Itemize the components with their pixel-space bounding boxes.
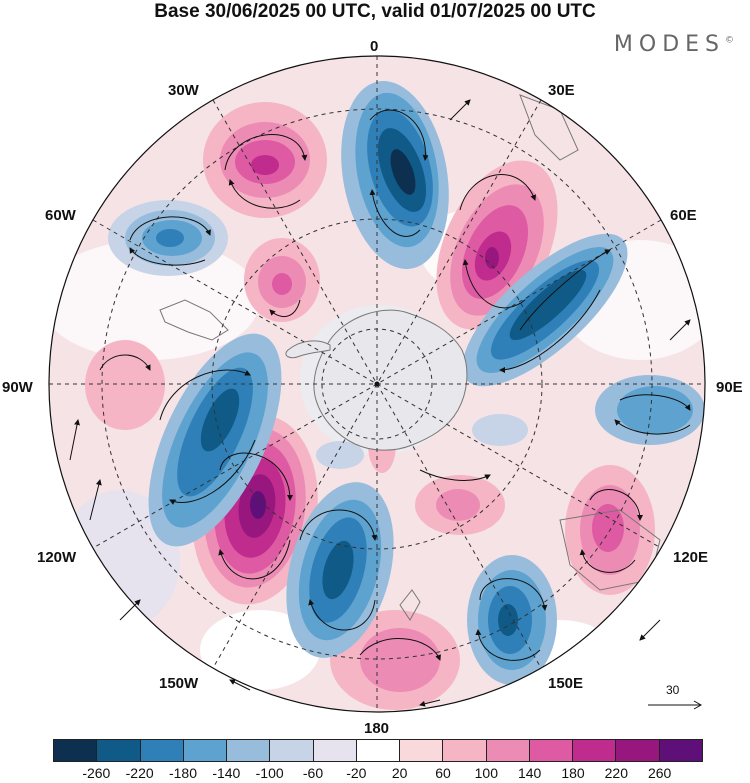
south-america-outline: [159, 299, 229, 341]
lon-label-180: 180: [364, 720, 389, 737]
colorbar-segment: [140, 740, 184, 761]
lon-label-150w: 150W: [159, 675, 199, 692]
brand-mark: ©: [725, 35, 734, 46]
lon-label-150e: 150E: [548, 675, 583, 692]
negative-anomaly-90e: [595, 375, 705, 445]
colorbar: [53, 739, 703, 762]
colorbar-tick-label: 180: [561, 765, 585, 781]
colorbar-segment: [400, 740, 444, 761]
reference-vector-label: 30: [666, 683, 680, 697]
antarctic-peninsula: [285, 340, 331, 359]
reference-arrow-icon: [648, 700, 703, 710]
lon-label-30e: 30E: [548, 82, 575, 99]
positive-anomaly-30w: [203, 102, 327, 218]
negative-anomaly-100w: [148, 333, 282, 547]
colorbar-segment: [270, 740, 314, 761]
colorbar-segment: [616, 740, 660, 761]
colorbar-tick-label: -220: [125, 765, 154, 781]
colorbar-tick-label: -140: [212, 765, 241, 781]
colorbar-tick-label: 220: [604, 765, 629, 781]
lon-label-30w: 30W: [168, 82, 200, 99]
colorbar-segment: [54, 740, 98, 761]
brand-name: MODES: [613, 32, 725, 57]
reference-vector: 30: [648, 683, 704, 711]
positive-anomaly-90w: [85, 340, 165, 430]
colorbar-tick-label: -260: [82, 765, 111, 781]
colorbar-tick-label: 60: [435, 765, 451, 781]
colorbar-segment: [227, 740, 271, 761]
positive-anomaly-140e: [415, 475, 505, 535]
lon-label-120e: 120E: [673, 549, 708, 566]
new-zealand-outline: [399, 589, 421, 621]
negative-anomaly-0: [341, 81, 449, 269]
negative-anomaly-60w: [108, 200, 228, 276]
colorbar-tick-label: -20: [346, 765, 367, 781]
colorbar-segment: [356, 740, 401, 761]
colorbar-segment: [659, 740, 702, 761]
lon-label-60w: 60W: [45, 207, 77, 224]
colorbar-tick-label: 100: [474, 765, 499, 781]
negative-anomaly-165w: [286, 482, 394, 658]
map-boundary: [48, 55, 706, 713]
modes-logo: MODES©: [614, 32, 734, 57]
polar-map: 0 30E 60E 90E 120E 150E 180 150W 120W 90…: [2, 38, 743, 737]
lon-label-90w: 90W: [2, 379, 34, 396]
positive-anomaly-140w: [192, 415, 318, 605]
colorbar-tick-label: -180: [168, 765, 198, 781]
wind-streamlines: [69, 99, 691, 707]
colorbar-segment: [486, 740, 530, 761]
colorbar-segment: [97, 740, 141, 761]
positive-anomaly-70w: [244, 238, 320, 322]
negative-anomaly-60e: [462, 233, 628, 387]
colorbar-tick-label: 140: [517, 765, 542, 781]
colorbar-labels: -260 -220 -180 -140 -100 -60 -20 20 60 100 140 180 2…: [53, 765, 703, 783]
longitude-labels: 0 30E 60E 90E 120E 150E 180 150W 120W 90…: [2, 38, 743, 737]
colorbar-segment: [183, 740, 228, 761]
lon-label-0: 0: [370, 38, 378, 55]
colorbar-segment: [529, 740, 574, 761]
colorbar-segment: [313, 740, 357, 761]
negative-anomaly-small: [316, 414, 528, 469]
colorbar-tick-label: -60: [302, 765, 324, 781]
colorbar-tick-label: -100: [255, 765, 284, 781]
lon-label-90e: 90E: [716, 379, 743, 396]
colorbar-tick-label: 20: [391, 765, 408, 781]
page-title: Base 30/06/2025 00 UTC, valid 01/07/2025…: [154, 1, 596, 22]
colorbar-segment: [573, 740, 617, 761]
lon-label-120w: 120W: [37, 549, 77, 566]
colorbar-tick-label: 260: [647, 765, 672, 781]
lon-label-60e: 60E: [670, 207, 697, 224]
anomaly-field: [49, 56, 705, 712]
colorbar-segment: [443, 740, 487, 761]
negative-anomaly-150e: [467, 555, 557, 685]
